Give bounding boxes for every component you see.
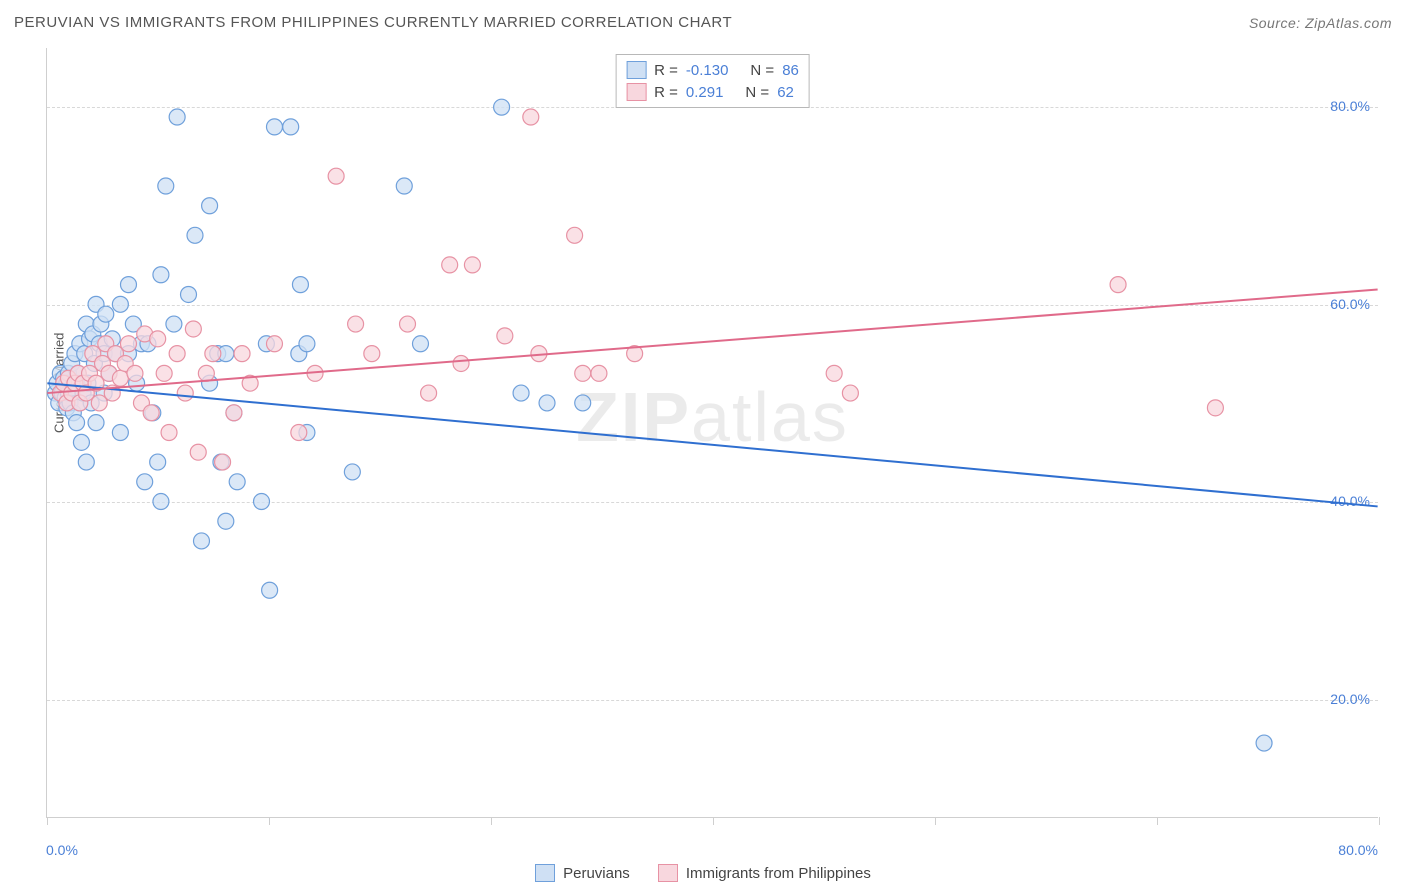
r-label: R = [654,84,678,101]
legend-label-peruvians: Peruvians [563,865,630,882]
x-tick [1157,817,1158,825]
r-value-peruvians: -0.130 [686,62,729,79]
x-tick [1379,817,1380,825]
trend-line [47,383,1377,506]
trend-line [47,290,1377,394]
n-value-peruvians: 86 [782,62,799,79]
r-value-philippines: 0.291 [686,84,724,101]
legend-row-peruvians: R = -0.130 N = 86 [626,59,799,81]
n-label: N = [750,62,774,79]
legend-item-philippines: Immigrants from Philippines [658,864,871,882]
swatch-peruvians [535,864,555,882]
correlation-legend: R = -0.130 N = 86 R = 0.291 N = 62 [615,54,810,108]
x-tick [935,817,936,825]
swatch-philippines [658,864,678,882]
legend-label-philippines: Immigrants from Philippines [686,865,871,882]
legend-row-philippines: R = 0.291 N = 62 [626,81,799,103]
legend-item-peruvians: Peruvians [535,864,630,882]
trend-lines-svg [47,48,1378,817]
x-axis-max-label: 80.0% [1338,842,1378,858]
x-tick [269,817,270,825]
swatch-philippines [626,83,646,101]
chart-title: PERUVIAN VS IMMIGRANTS FROM PHILIPPINES … [14,14,732,31]
x-tick [491,817,492,825]
x-tick [713,817,714,825]
x-tick [47,817,48,825]
n-value-phil 1ippines: 62 [777,84,794,101]
n-label: N = [745,84,769,101]
series-legend: Peruvians Immigrants from Philippines [0,864,1406,882]
x-axis-min-label: 0.0% [46,842,78,858]
source-attribution: Source: ZipAtlas.com [1249,15,1392,31]
swatch-peruvians [626,61,646,79]
r-label: R = [654,62,678,79]
plot-area: Currently Married 20.0%40.0%60.0%80.0% Z… [46,48,1378,818]
